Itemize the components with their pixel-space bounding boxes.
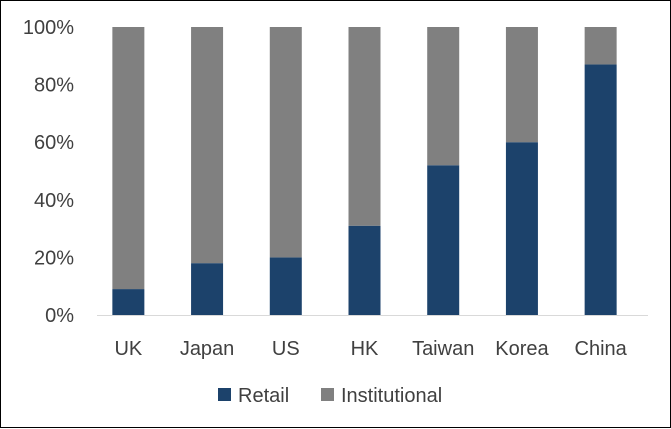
- x-tick-label: China: [575, 338, 628, 360]
- bar-series: [112, 27, 617, 315]
- bar-institutional-china: [584, 27, 617, 65]
- legend: Retail Institutional: [218, 385, 442, 407]
- y-tick-label: 100%: [23, 17, 74, 39]
- bar-institutional-japan: [191, 27, 224, 264]
- bar-institutional-hk: [348, 27, 381, 226]
- bar-institutional-taiwan: [427, 27, 460, 166]
- y-tick-label: 60%: [34, 132, 74, 154]
- bar-retail-taiwan: [427, 165, 460, 315]
- x-tick-label: Taiwan: [412, 338, 474, 360]
- legend-swatch-institutional: [321, 388, 334, 401]
- y-tick-label: 40%: [34, 190, 74, 212]
- x-axis-tick-labels: UK Japan US HK Taiwan Korea China: [114, 338, 627, 360]
- bar-institutional-uk: [112, 27, 145, 290]
- y-axis-tick-labels: 0% 20% 40% 60% 80% 100%: [23, 17, 74, 327]
- bar-retail-korea: [505, 142, 538, 315]
- bar-retail-japan: [191, 263, 224, 315]
- x-tick-label: HK: [351, 338, 379, 360]
- legend-label-institutional: Institutional: [341, 385, 442, 407]
- bar-retail-hk: [348, 225, 381, 315]
- y-tick-label: 20%: [34, 247, 74, 269]
- y-tick-label: 0%: [45, 305, 74, 327]
- y-tick-label: 80%: [34, 75, 74, 97]
- x-tick-label: Korea: [495, 338, 549, 360]
- bar-retail-uk: [112, 289, 145, 315]
- bar-institutional-korea: [505, 27, 538, 143]
- x-tick-label: Japan: [180, 338, 235, 360]
- x-tick-label: UK: [114, 338, 142, 360]
- legend-label-retail: Retail: [238, 385, 289, 407]
- bar-retail-us: [269, 257, 302, 315]
- bar-retail-china: [584, 64, 617, 315]
- bar-institutional-us: [269, 27, 302, 258]
- x-tick-label: US: [272, 338, 300, 360]
- legend-swatch-retail: [218, 388, 231, 401]
